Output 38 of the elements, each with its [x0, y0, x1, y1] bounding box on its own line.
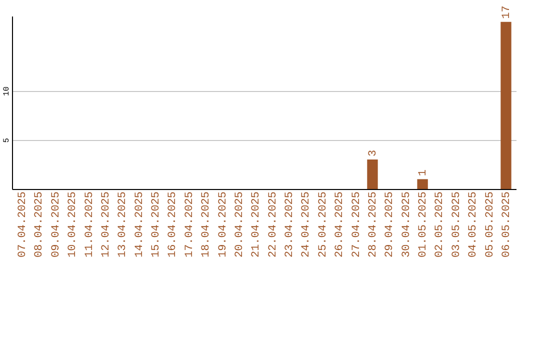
x-tick-label: 23.04.2025	[284, 192, 296, 258]
x-tick-label: 07.04.2025	[17, 192, 30, 258]
y-tick-label: 10	[2, 86, 12, 96]
x-tick-label: 27.04.2025	[350, 192, 363, 258]
x-tick-label: 06.05.2025	[500, 192, 513, 258]
x-tick-label: 03.05.2025	[450, 192, 463, 258]
x-tick-label: 20.04.2025	[234, 192, 246, 258]
x-tick-label: 08.04.2025	[34, 192, 46, 258]
bar	[500, 22, 512, 189]
x-tick-label: 04.05.2025	[468, 192, 480, 258]
x-tick-label: 16.04.2025	[167, 192, 180, 258]
x-tick-label: 11.04.2025	[84, 192, 96, 258]
x-tick-label: 24.04.2025	[300, 192, 313, 258]
x-tick-label: 22.04.2025	[267, 192, 280, 258]
data-label: 1	[418, 169, 430, 176]
bar	[417, 179, 428, 189]
x-tick-label: 19.04.2025	[217, 192, 230, 258]
x-tick-label: 30.04.2025	[400, 192, 413, 258]
y-tick-label: 5	[2, 138, 12, 143]
x-tick-label: 10.04.2025	[67, 192, 80, 258]
x-tick-label: 13.04.2025	[117, 192, 130, 258]
x-tick-label: 15.04.2025	[150, 192, 163, 258]
x-tick-label: 29.04.2025	[384, 192, 396, 258]
x-tick-label: 01.05.2025	[418, 192, 430, 258]
x-tick-label: 26.04.2025	[334, 192, 346, 258]
data-label: 17	[500, 6, 513, 19]
x-tick-label: 28.04.2025	[367, 192, 380, 258]
x-tick-label: 21.04.2025	[250, 192, 263, 258]
x-tick-label: 05.05.2025	[484, 192, 496, 258]
x-tick-label: 02.05.2025	[434, 192, 446, 258]
x-tick-label: 09.04.2025	[50, 192, 62, 258]
x-tick-label: 12.04.2025	[100, 192, 112, 258]
x-tick-label: 14.04.2025	[134, 192, 146, 258]
x-tick-label: 25.04.2025	[317, 192, 330, 258]
x-tick-label: 17.04.2025	[184, 192, 196, 258]
x-tick-label: 18.04.2025	[200, 192, 213, 258]
data-label: 3	[367, 150, 380, 157]
bar	[367, 160, 378, 189]
